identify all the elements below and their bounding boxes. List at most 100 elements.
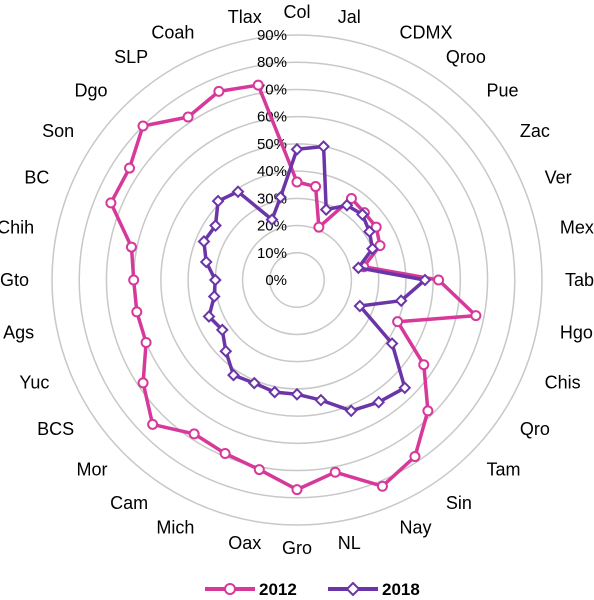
data-point-2012 <box>131 306 143 318</box>
data-point-2012 <box>253 464 265 476</box>
category-label: Yuc <box>19 373 49 393</box>
radial-tick-labels: 0%10%20%30%40%50%60%70%80%90% <box>257 27 287 289</box>
r-tick-label: 80% <box>257 54 287 71</box>
grid-ring <box>105 88 489 472</box>
category-label: Mich <box>156 518 194 538</box>
data-point-2012 <box>188 428 200 440</box>
data-point-2018 <box>398 381 412 395</box>
legend-marker-2012 <box>224 583 236 595</box>
data-point-2012 <box>310 181 322 193</box>
legend-marker-2018 <box>345 581 361 597</box>
grid-ring <box>214 197 380 363</box>
series-line-2012 <box>109 83 478 492</box>
data-point-2018 <box>209 219 222 232</box>
category-label: CDMX <box>400 22 453 42</box>
data-point-2012 <box>219 448 231 460</box>
category-label: Sin <box>446 493 472 513</box>
data-point-2012 <box>124 162 136 174</box>
r-tick-label: 90% <box>257 27 287 44</box>
data-point-2012 <box>422 405 434 417</box>
data-point-2018 <box>197 235 211 248</box>
data-point-2018 <box>265 213 279 227</box>
category-label: Tab <box>565 270 594 290</box>
data-point-2018 <box>363 225 376 239</box>
category-label: Jal <box>338 7 361 27</box>
category-label: Zac <box>520 121 550 141</box>
legend: 2012 2018 <box>205 580 420 599</box>
data-point-2012 <box>137 377 149 389</box>
r-tick-label: 10% <box>257 245 287 262</box>
data-point-2012 <box>418 359 430 371</box>
grid-ring <box>51 34 543 526</box>
data-point-2018 <box>344 404 358 418</box>
series-2012 <box>105 79 482 496</box>
category-label: Mex <box>560 218 594 238</box>
category-label: Gto <box>0 270 29 290</box>
data-point-2018 <box>340 198 354 212</box>
category-label: Hgo <box>560 322 593 342</box>
category-label: Ver <box>545 167 572 187</box>
data-point-2018 <box>208 273 222 287</box>
data-point-2012 <box>137 120 149 132</box>
r-tick-label: 40% <box>257 163 287 180</box>
data-point-2012 <box>376 480 388 492</box>
series-2018 <box>197 140 432 418</box>
data-series <box>105 79 482 496</box>
data-point-2012 <box>147 418 159 430</box>
data-point-2012 <box>140 337 152 349</box>
legend-label-2012: 2012 <box>259 580 297 599</box>
category-label: Qroo <box>446 47 486 67</box>
data-point-2018 <box>314 393 328 407</box>
data-point-2018 <box>199 255 213 269</box>
data-point-2018 <box>215 323 229 337</box>
data-point-2012 <box>291 176 303 188</box>
r-tick-label: 0% <box>265 272 287 289</box>
category-label: Cam <box>110 493 148 513</box>
data-point-2018 <box>385 337 399 350</box>
category-label: Pue <box>487 80 519 100</box>
category-label: Tlax <box>228 7 262 27</box>
r-tick-label: 70% <box>257 81 287 98</box>
data-point-2018 <box>290 387 304 401</box>
data-point-2018 <box>274 190 287 204</box>
category-label: Ags <box>3 322 34 342</box>
category-label: Qro <box>520 419 550 439</box>
data-point-2018 <box>418 273 432 287</box>
category-label: NL <box>338 533 361 553</box>
data-point-2018 <box>394 294 408 308</box>
grid-ring <box>241 224 353 336</box>
data-point-2018 <box>372 395 386 409</box>
data-point-2012 <box>128 274 140 286</box>
grid-ring <box>78 61 516 499</box>
data-point-2012 <box>392 316 404 328</box>
category-label: Tam <box>487 460 521 480</box>
r-tick-label: 20% <box>257 218 287 235</box>
data-point-2018 <box>207 290 221 303</box>
data-point-2018 <box>351 261 365 275</box>
category-label: Son <box>42 121 74 141</box>
category-label: Mor <box>76 460 107 480</box>
data-point-2012 <box>470 310 482 322</box>
data-point-2012 <box>252 79 264 91</box>
data-point-2018 <box>366 242 379 256</box>
data-point-2018 <box>268 385 282 399</box>
data-point-2018 <box>319 203 333 216</box>
data-point-2012 <box>345 193 357 205</box>
data-point-2018 <box>219 344 233 358</box>
category-label: Nay <box>400 518 432 538</box>
legend-item-2018: 2018 <box>328 580 420 599</box>
data-point-2012 <box>313 221 325 233</box>
data-point-2018 <box>202 310 216 323</box>
category-label: Chis <box>545 373 581 393</box>
category-label: SLP <box>114 47 148 67</box>
radar-grid <box>51 34 543 526</box>
data-point-2018 <box>227 368 240 382</box>
data-point-2018 <box>290 142 304 156</box>
category-label: Chih <box>0 218 34 238</box>
data-point-2012 <box>433 274 445 286</box>
data-point-2012 <box>182 111 194 123</box>
category-label: BC <box>24 167 49 187</box>
legend-item-2012: 2012 <box>205 580 297 599</box>
